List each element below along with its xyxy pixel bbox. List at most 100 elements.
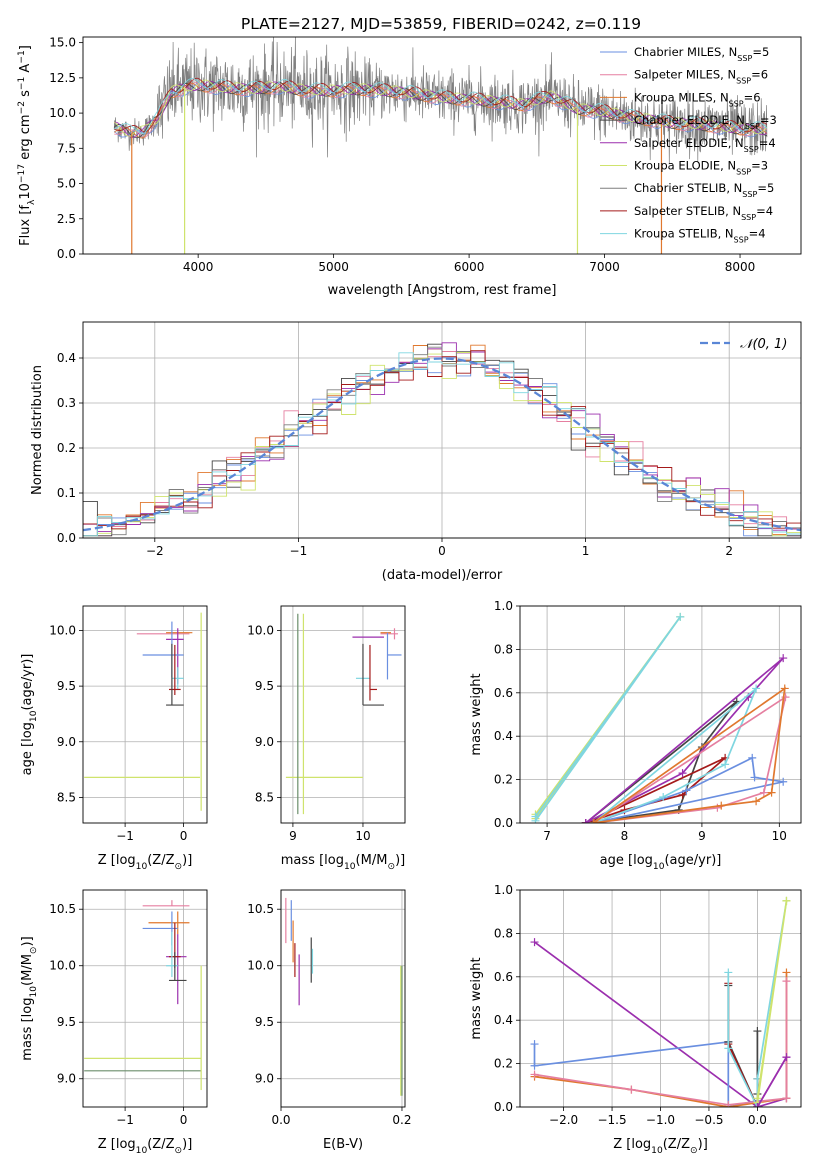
model-spectrum	[114, 78, 768, 135]
axes-frame	[519, 889, 802, 1108]
y-tick-label: 0.6	[494, 686, 513, 700]
legend-label: Kroupa STELIB, NSSP=4	[634, 227, 766, 245]
error-point	[380, 628, 398, 640]
legend-label: Salpeter ELODIE, NSSP=4	[634, 136, 776, 154]
weight-point	[752, 684, 761, 693]
weight-point	[782, 896, 791, 905]
x-axis-label: E(B-V)	[323, 1137, 363, 1152]
x-tick-label: −1	[116, 1113, 134, 1127]
axes-frame	[280, 605, 406, 824]
y-axis-label: mass [log10(M/M⊙)]	[20, 936, 39, 1060]
x-tick-label: 0	[180, 1113, 188, 1127]
weight-point	[779, 777, 788, 786]
weight-point	[767, 788, 776, 797]
y-tick-label: 7.5	[57, 141, 76, 155]
weight-point	[678, 769, 687, 778]
x-tick-label: −1.5	[597, 1113, 626, 1127]
age_vs_mass-errorbars	[285, 613, 402, 815]
y-tick-label: 0.0	[494, 816, 513, 830]
y-tick-label: 0.1	[57, 486, 76, 500]
weight-series	[727, 900, 788, 1107]
x-tick-label: 0.0	[271, 1113, 290, 1127]
error-point	[166, 643, 184, 706]
x-tick-label: 7000	[589, 260, 620, 274]
y-tick-label: 9.5	[57, 1015, 76, 1029]
axes-frame	[82, 889, 208, 1108]
y-axis-label: age [log10(age/yr)]	[20, 654, 39, 776]
axes-frame	[280, 889, 406, 1108]
mass_vs_EBV-errorbars	[285, 897, 403, 1096]
model-spectrum	[113, 77, 768, 133]
weight-point	[782, 968, 791, 977]
weight-point	[530, 938, 539, 947]
model-spectrum	[114, 82, 768, 138]
y-tick-label: 10.0	[247, 959, 274, 973]
x-tick-label: 1	[582, 544, 590, 558]
mass_vs_Z-errorbars	[84, 900, 202, 1091]
weight-point	[759, 788, 768, 797]
error-point	[148, 911, 190, 935]
y-tick-label: 9.5	[57, 679, 76, 693]
x-tick-label: 2	[725, 544, 733, 558]
x-tick-label: −1.0	[646, 1113, 675, 1127]
weight-point	[627, 1085, 636, 1094]
x-tick-label: 8	[621, 829, 629, 843]
weight-point	[752, 797, 761, 806]
y-tick-label: 9.0	[57, 735, 76, 749]
x-tick-label: 0	[438, 544, 446, 558]
residuals-panel: −2 −1 0 1 2 0.0 0.1 0.2 0.3 0.4 (data-model)/error…	[30, 321, 802, 583]
histogram-steps	[83, 342, 801, 537]
y-tick-label: 0.2	[494, 1057, 513, 1071]
panels: 4000 5000 6000 7000 80000.02.55.07.510.012.5…	[17, 36, 802, 1156]
weight-point	[753, 1103, 762, 1107]
weight-point	[531, 816, 540, 823]
y-tick-label: 12.5	[49, 71, 76, 85]
age_vs_Z-errorbars	[84, 612, 202, 811]
weight-point	[724, 1100, 733, 1107]
page-title: PLATE=2127, MJD=53859, FIBERID=0242, z=0…	[241, 15, 641, 33]
error-point	[166, 931, 178, 978]
x-tick-label: −2	[146, 544, 164, 558]
error-point	[369, 644, 377, 701]
weight-point	[717, 801, 726, 810]
y-tick-label: 8.5	[255, 790, 274, 804]
x-tick-label: 5000	[318, 260, 349, 274]
weight-point	[581, 819, 590, 823]
x-tick-label: 0	[180, 829, 188, 843]
y-tick-label: 0.0	[57, 247, 76, 261]
weight-series	[534, 616, 681, 822]
weight-point	[753, 1027, 762, 1036]
weight-point	[682, 786, 691, 795]
y-tick-label: 10.0	[247, 623, 274, 637]
y-tick-label: 2.5	[57, 212, 76, 226]
error-point	[168, 644, 181, 696]
weight-series	[593, 686, 786, 823]
y-axis-label: Flux [fλ10−17 erg cm−2 s−1 A−1]	[17, 45, 37, 246]
y-tick-label: 10.0	[49, 959, 76, 973]
y-tick-label: 1.0	[494, 599, 513, 613]
error-point	[362, 643, 384, 706]
weight_vs_age-panel: 7 8 9 10 0.0 0.2 0.4 0.6 0.8 1.0 age [log10(age/yr…	[469, 599, 802, 872]
y-tick-label: 5.0	[57, 177, 76, 191]
weight-point	[721, 760, 730, 769]
y-tick-label: 8.5	[57, 790, 76, 804]
weight-point	[676, 612, 685, 621]
legend-label: Chabrier STELIB, NSSP=5	[634, 181, 774, 199]
x-tick-label: 8000	[725, 260, 756, 274]
y-tick-label: 0.8	[494, 642, 513, 656]
weight-point	[589, 819, 598, 823]
y-tick-label: 9.0	[255, 735, 274, 749]
x-tick-label: 9	[289, 829, 297, 843]
y-tick-label: 10.5	[247, 902, 274, 916]
y-axis-label: Normed distribution	[30, 365, 45, 495]
y-tick-label: 9.0	[57, 1072, 76, 1086]
x-tick-label: 4000	[183, 260, 214, 274]
legend-label: Salpeter MILES, NSSP=6	[634, 68, 768, 86]
weight_vs_Z-lines	[530, 896, 791, 1107]
weight-series	[756, 1056, 788, 1107]
y-tick-label: 15.0	[49, 36, 76, 50]
normal-curve	[83, 357, 801, 532]
y-tick-label: 10.5	[49, 902, 76, 916]
y-tick-label: 0.4	[494, 1013, 513, 1027]
